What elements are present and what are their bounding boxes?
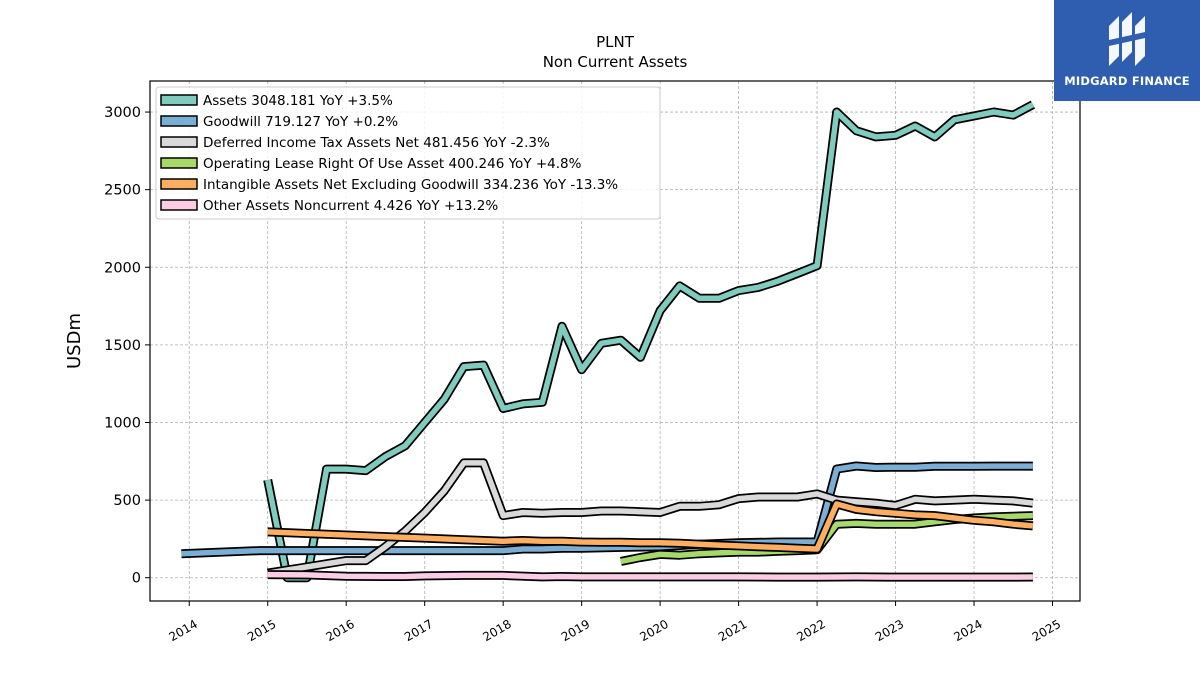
series-0 [263, 100, 1036, 583]
series-layer [181, 100, 1036, 583]
x-tick-label: 2023 [873, 617, 906, 644]
midgard-logo-icon [1109, 12, 1145, 66]
brand-name: MIDGARD FINANCE [1064, 74, 1190, 88]
legend-swatch [160, 178, 198, 190]
x-tick-label: 2025 [1030, 617, 1063, 644]
chart-title: PLNT [596, 33, 635, 51]
x-tick-label: 2017 [402, 617, 435, 644]
legend-entry: Assets 3048.181 YoY +3.5% [203, 93, 393, 109]
series-line [265, 102, 1035, 581]
brand-logo: MIDGARD FINANCE [1054, 0, 1200, 101]
legend-swatch [160, 136, 198, 148]
y-tick-label: 500 [113, 493, 141, 509]
legend-entry: Other Assets Noncurrent 4.426 YoY +13.2% [203, 198, 498, 214]
legend-entry: Intangible Assets Net Excluding Goodwill… [203, 177, 618, 193]
y-tick-label: 1000 [104, 415, 141, 431]
legend-entry: Deferred Income Tax Assets Net 481.456 Y… [203, 135, 550, 151]
series-line [267, 501, 1034, 552]
x-tick-label: 2016 [323, 617, 356, 644]
legend-entry: Operating Lease Right Of Use Asset 400.2… [203, 156, 582, 172]
chart-subtitle: Non Current Assets [543, 53, 688, 71]
y-tick-label: 0 [132, 571, 141, 587]
legend-box [155, 86, 661, 220]
x-tick-label: 2018 [480, 617, 513, 644]
x-tick-label: 2021 [716, 617, 749, 644]
y-axis-label: USDm [64, 313, 85, 369]
plot-frame [149, 80, 1081, 602]
x-tick-label: 2015 [245, 617, 278, 644]
series-line [267, 571, 1033, 580]
legend-entry: Goodwill 719.127 YoY +0.2% [203, 114, 398, 130]
legend-swatch [160, 157, 198, 169]
series-4 [267, 499, 1034, 554]
y-tick-label: 2500 [104, 183, 141, 199]
x-tick-label: 2019 [559, 617, 592, 644]
legend-swatch [160, 115, 198, 127]
x-tick-label: 2014 [167, 617, 200, 644]
y-tick-label: 1500 [104, 338, 141, 354]
series-2 [266, 458, 1034, 578]
legend-swatch [160, 199, 198, 211]
y-tick-label: 3000 [104, 105, 141, 121]
legend-swatch [160, 94, 198, 106]
legend: Assets 3048.181 YoY +3.5% Goodwill 719.12… [155, 86, 661, 220]
x-tick-label: 2020 [637, 617, 670, 644]
x-tick-label: 2024 [951, 617, 984, 644]
series-line [267, 460, 1034, 576]
series-5 [267, 570, 1033, 582]
x-tick-label: 2022 [794, 617, 827, 644]
y-tick-label: 2000 [104, 260, 141, 276]
